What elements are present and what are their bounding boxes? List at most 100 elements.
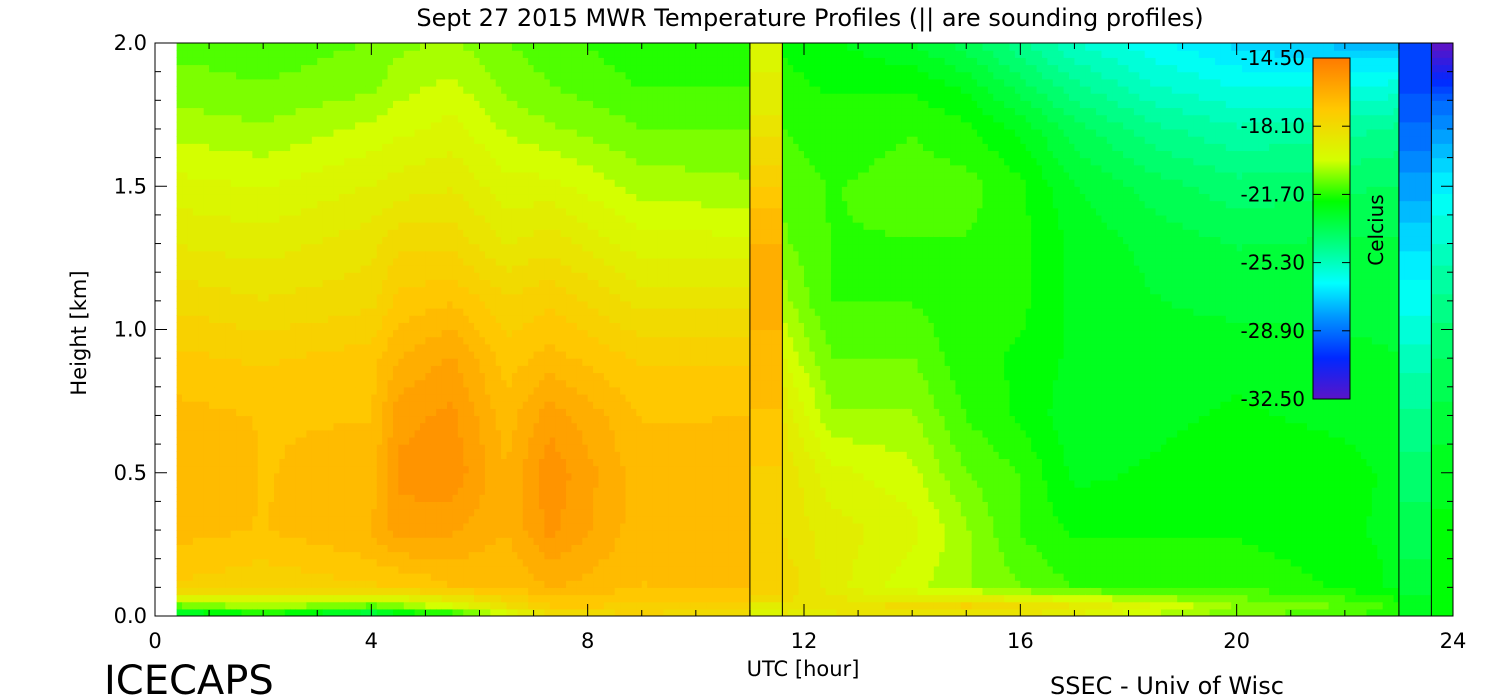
heatmap-cell bbox=[355, 158, 361, 166]
heatmap-cell bbox=[301, 229, 307, 237]
heatmap-cell bbox=[371, 358, 377, 366]
heatmap-cell bbox=[344, 201, 350, 209]
heatmap-cell bbox=[350, 609, 356, 617]
heatmap-cell bbox=[204, 86, 210, 94]
heatmap-cell bbox=[490, 516, 496, 524]
heatmap-cell bbox=[431, 516, 437, 524]
heatmap-cell bbox=[366, 351, 372, 359]
heatmap-cell bbox=[258, 415, 264, 423]
heatmap-cell bbox=[296, 473, 302, 481]
heatmap-cell bbox=[177, 129, 183, 137]
heatmap-cell bbox=[415, 552, 421, 560]
heatmap-cell bbox=[328, 344, 334, 352]
heatmap-cell bbox=[350, 244, 356, 252]
heatmap-cell bbox=[231, 372, 237, 380]
heatmap-cell bbox=[209, 294, 215, 302]
heatmap-cell bbox=[431, 143, 437, 151]
heatmap-cell bbox=[485, 72, 491, 80]
heatmap-cell bbox=[247, 208, 253, 216]
heatmap-cell bbox=[366, 79, 372, 87]
heatmap-cell bbox=[452, 337, 458, 345]
heatmap-cell bbox=[214, 358, 220, 366]
heatmap-cell bbox=[474, 444, 480, 452]
heatmap-cell bbox=[323, 79, 329, 87]
heatmap-cell bbox=[480, 344, 486, 352]
heatmap-cell bbox=[480, 587, 486, 595]
heatmap-cell bbox=[458, 358, 464, 366]
heatmap-cell bbox=[507, 315, 513, 323]
heatmap-cell bbox=[231, 215, 237, 223]
heatmap-cell bbox=[339, 337, 345, 345]
heatmap-cell bbox=[306, 265, 312, 273]
heatmap-cell bbox=[290, 265, 296, 273]
heatmap-cell bbox=[339, 566, 345, 574]
heatmap-cell bbox=[350, 516, 356, 524]
heatmap-cell bbox=[458, 473, 464, 481]
heatmap-cell bbox=[355, 64, 361, 72]
heatmap-cell bbox=[317, 64, 323, 72]
heatmap-cell bbox=[393, 244, 399, 252]
heatmap-cell bbox=[252, 265, 258, 273]
heatmap-cell bbox=[296, 143, 302, 151]
heatmap-cell bbox=[474, 143, 480, 151]
heatmap-cell bbox=[339, 494, 345, 502]
heatmap-cell bbox=[420, 50, 426, 58]
heatmap-cell bbox=[398, 580, 404, 588]
heatmap-cell bbox=[452, 573, 458, 581]
heatmap-cell bbox=[480, 351, 486, 359]
heatmap-cell bbox=[182, 150, 188, 158]
heatmap-cell bbox=[182, 401, 188, 409]
heatmap-cell bbox=[458, 251, 464, 259]
heatmap-cell bbox=[312, 107, 318, 115]
heatmap-cell bbox=[333, 358, 339, 366]
heatmap-cell bbox=[323, 573, 329, 581]
heatmap-cell bbox=[490, 308, 496, 316]
heatmap-cell bbox=[371, 72, 377, 80]
heatmap-cell bbox=[214, 523, 220, 531]
heatmap-cell bbox=[442, 107, 448, 115]
heatmap-cell bbox=[398, 408, 404, 416]
heatmap-cell bbox=[193, 351, 199, 359]
heatmap-cell bbox=[480, 480, 486, 488]
heatmap-cell bbox=[187, 530, 193, 538]
heatmap-cell bbox=[420, 186, 426, 194]
heatmap-cell bbox=[231, 158, 237, 166]
heatmap-cell bbox=[404, 279, 410, 287]
heatmap-cell bbox=[431, 444, 437, 452]
heatmap-cell bbox=[236, 222, 242, 230]
heatmap-cell bbox=[204, 72, 210, 80]
heatmap-cell bbox=[193, 186, 199, 194]
heatmap-cell bbox=[182, 208, 188, 216]
heatmap-cell bbox=[258, 150, 264, 158]
heatmap-cell bbox=[263, 408, 269, 416]
heatmap-cell bbox=[193, 365, 199, 373]
heatmap-cell bbox=[328, 444, 334, 452]
heatmap-cell bbox=[242, 537, 248, 545]
heatmap-cell bbox=[355, 559, 361, 567]
heatmap-cell bbox=[306, 444, 312, 452]
heatmap-cell bbox=[490, 236, 496, 244]
heatmap-cell bbox=[420, 537, 426, 545]
heatmap-cell bbox=[377, 487, 383, 495]
heatmap-cell bbox=[404, 136, 410, 144]
heatmap-cell bbox=[377, 423, 383, 431]
heatmap-cell bbox=[323, 559, 329, 567]
heatmap-cell bbox=[463, 487, 469, 495]
heatmap-cell bbox=[236, 509, 242, 517]
heatmap-cell bbox=[447, 580, 453, 588]
heatmap-cell bbox=[452, 57, 458, 65]
heatmap-cell bbox=[388, 337, 394, 345]
heatmap-cell bbox=[436, 136, 442, 144]
heatmap-cell bbox=[258, 179, 264, 187]
heatmap-cell bbox=[496, 544, 502, 552]
heatmap-cell bbox=[290, 337, 296, 345]
heatmap-cell bbox=[269, 186, 275, 194]
heatmap-cell bbox=[361, 287, 367, 295]
heatmap-cell bbox=[420, 201, 426, 209]
heatmap-cell bbox=[220, 509, 226, 517]
heatmap-cell bbox=[474, 401, 480, 409]
heatmap-cell bbox=[242, 265, 248, 273]
heatmap-cell bbox=[355, 480, 361, 488]
heatmap-cell bbox=[285, 251, 291, 259]
heatmap-cell bbox=[507, 451, 513, 459]
